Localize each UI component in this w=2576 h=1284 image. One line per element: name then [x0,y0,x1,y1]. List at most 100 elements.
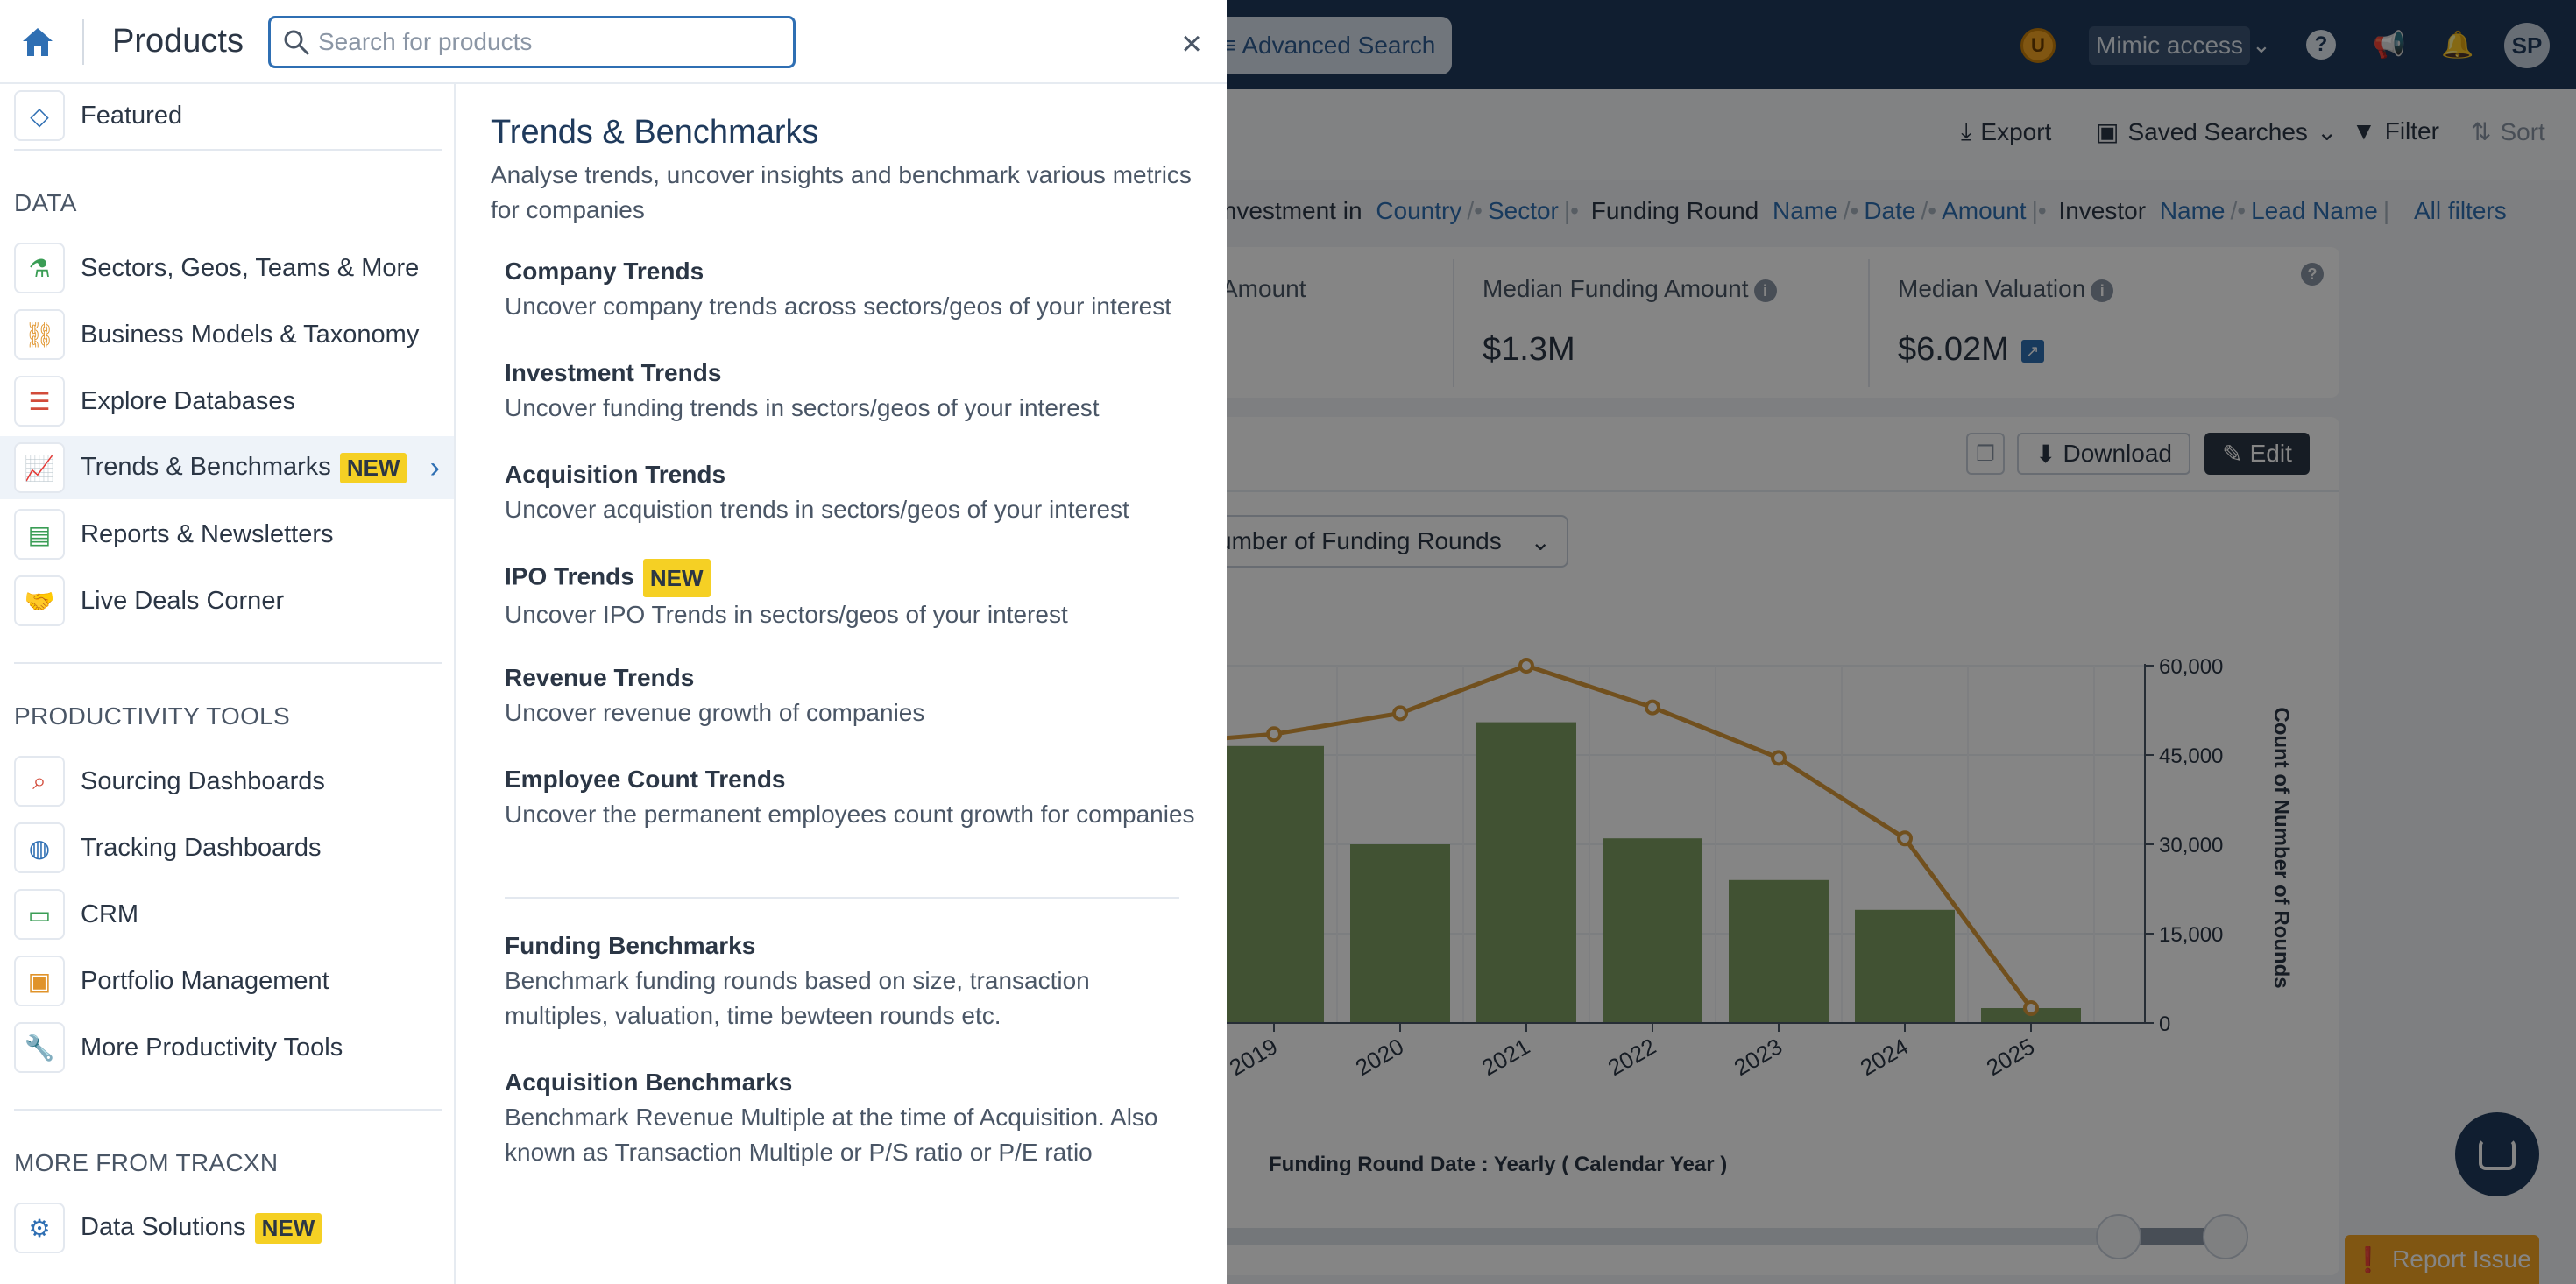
report-issue-button[interactable]: ❗ Report Issue [2345,1235,2539,1284]
search-input[interactable] [318,18,782,66]
sidebar-item[interactable]: 🤝 Live Deals Corner [0,569,454,632]
help-icon[interactable]: ? [2303,26,2339,63]
sidebar-item-label: Live Deals Corner [81,586,285,615]
sidebar-item[interactable]: ▣ Portfolio Management [0,949,454,1012]
stats-summary-card [1209,247,2339,398]
sidebar-item-label: Business Models & Taxonomy [81,320,420,349]
y-tick-label: 15,000 [2159,923,2223,947]
chevron-down-icon: ⌄ [2252,32,2271,58]
filter-amount[interactable]: Amount [1942,197,2027,224]
sidebar-item[interactable]: ⛓ Business Models & Taxonomy [0,303,454,366]
info-icon[interactable]: i [2091,279,2114,302]
sidebar-item[interactable]: ⌕ Sourcing Dashboards [0,750,454,813]
filter-round-name[interactable]: Name [1773,197,1838,224]
range-slider-handle-start[interactable] [2096,1214,2141,1259]
advanced-search-button[interactable]: ≡ Advanced Search [1214,17,1452,74]
close-icon[interactable]: × [1181,25,1202,63]
y-axis-title: Count of Number of Rounds [2269,707,2293,988]
filter-sector[interactable]: Sector [1487,197,1559,224]
crm-icon: ▭ [14,889,65,940]
range-slider-track[interactable] [1209,1228,2226,1245]
trend-title: Company Trends [505,258,704,285]
stat-amount-label: Amount [1221,275,1306,302]
download-icon: ⬇ [2035,440,2056,468]
sidebar-item-label: More Productivity Tools [81,1033,343,1062]
median-funding-value: $1.3M [1483,331,1575,368]
range-slider-handle-end[interactable] [2203,1214,2248,1259]
y-tick-label: 30,000 [2159,834,2223,857]
sidebar-item-label: Data Solutions [81,1212,246,1241]
external-link-icon[interactable]: ↗ [2020,339,2044,363]
sidebar-item-label: Sourcing Dashboards [81,766,325,795]
benchmark-item[interactable]: Funding Benchmarks Benchmark funding rou… [505,928,1197,1034]
chart-bar [1729,879,1829,1023]
filter-lead-name[interactable]: Lead Name [2251,197,2378,224]
chat-icon [2479,1139,2516,1170]
y-tick-label: 60,000 [2159,655,2223,679]
edit-button[interactable]: ✎ Edit [2204,433,2310,475]
user-avatar[interactable]: SP [2504,23,2550,68]
trend-title: Employee Count Trends [505,765,786,793]
sidebar-item[interactable]: 🔧 More Productivity Tools [0,1016,454,1079]
trend-item[interactable]: Revenue Trends Uncover revenue growth of… [505,660,1206,730]
y-tick-label: 45,000 [2159,744,2223,768]
globe-icon: ◍ [14,822,65,873]
home-icon[interactable] [21,26,54,58]
trend-title: Investment Trends [505,359,722,386]
flask-icon: ⚗ [14,243,65,293]
product-search[interactable] [268,16,796,68]
bell-icon[interactable]: 🔔 [2441,30,2474,60]
stat-divider [1453,259,1454,387]
download-icon: ⤓ [1961,117,1972,145]
sidebar-item[interactable]: ◍ Tracking Dashboards [0,816,454,879]
chevron-down-icon: ⌄ [1530,528,1551,555]
benchmark-item[interactable]: Acquisition Benchmarks Benchmark Revenue… [505,1065,1197,1170]
sidebar-divider [14,149,442,151]
trend-item[interactable]: Company Trends Uncover company trends ac… [505,254,1206,324]
sidebar-item[interactable]: ⚗ Sectors, Geos, Teams & More [0,236,454,300]
chart-bar [1855,909,1955,1023]
median-valuation-value: $6.02M ↗ [1898,331,2044,369]
chart-bar [1224,745,1324,1023]
sort-button[interactable]: ⇅ Sort [2471,117,2545,146]
megaphone-icon[interactable]: 📢 [2373,30,2406,60]
chart-line-point [2023,1000,2039,1016]
sidebar-item[interactable]: ▤ Reports & Newsletters [0,503,454,566]
chat-support-button[interactable] [2455,1112,2539,1196]
trend-description: Uncover IPO Trends in sectors/geos of yo… [505,601,1068,628]
help-icon[interactable]: ? [2301,263,2324,286]
filter-date[interactable]: Date [1864,197,1916,224]
sidebar-item[interactable]: ☰ Explore Databases [0,370,454,433]
filter-investor-name[interactable]: Name [2159,197,2226,224]
all-filters-link[interactable]: All filters [2413,197,2507,224]
mimic-access-dropdown[interactable]: Mimic access [2089,26,2251,65]
trend-item[interactable]: Employee Count Trends Uncover the perman… [505,762,1206,832]
section-heading-more: MORE FROM TRACXN [14,1149,279,1176]
sidebar-item[interactable]: ◇ Featured [0,84,454,147]
trend-item[interactable]: IPO Trends NEW Uncover IPO Trends in sect… [505,559,1206,632]
chevron-right-icon: › [429,450,440,484]
sidebar-item[interactable]: ▭ CRM [0,883,454,946]
export-button[interactable]: ⤓ Export [1961,117,2052,145]
saved-searches-dropdown[interactable]: ▣ Saved Searches ⌄ [2096,117,2338,146]
sidebar-item[interactable]: 📈 Trends & Benchmarks NEW › [0,436,454,499]
sidebar-item-label: Trends & Benchmarks [81,452,331,481]
chart-line-point [1771,750,1787,766]
copy-icon: ❐ [1976,441,1995,466]
sidebar-item-label: Sectors, Geos, Teams & More [81,253,420,282]
briefcase-icon: ▣ [14,956,65,1006]
info-icon[interactable]: i [1753,279,1777,302]
trend-item[interactable]: Investment Trends Uncover funding trends… [505,356,1206,426]
user-status-badge[interactable]: U [2020,28,2056,63]
filter-button[interactable]: ▼ Filter [2352,117,2439,145]
download-button[interactable]: ⬇ Download [2017,433,2190,475]
trend-item[interactable]: Acquisition Trends Uncover acquistion tr… [505,457,1206,527]
sidebar-item[interactable]: ⚙ Data Solutions NEW [0,1196,454,1259]
filter-country[interactable]: Country [1376,197,1462,224]
copy-button[interactable]: ❐ [1966,433,2005,475]
products-sidebar: ◇ Featured DATA ⚗ Sectors, Geos, Teams &… [0,84,456,1284]
chart-line-point [1645,699,1660,716]
gears-icon: ⚙ [14,1203,65,1253]
